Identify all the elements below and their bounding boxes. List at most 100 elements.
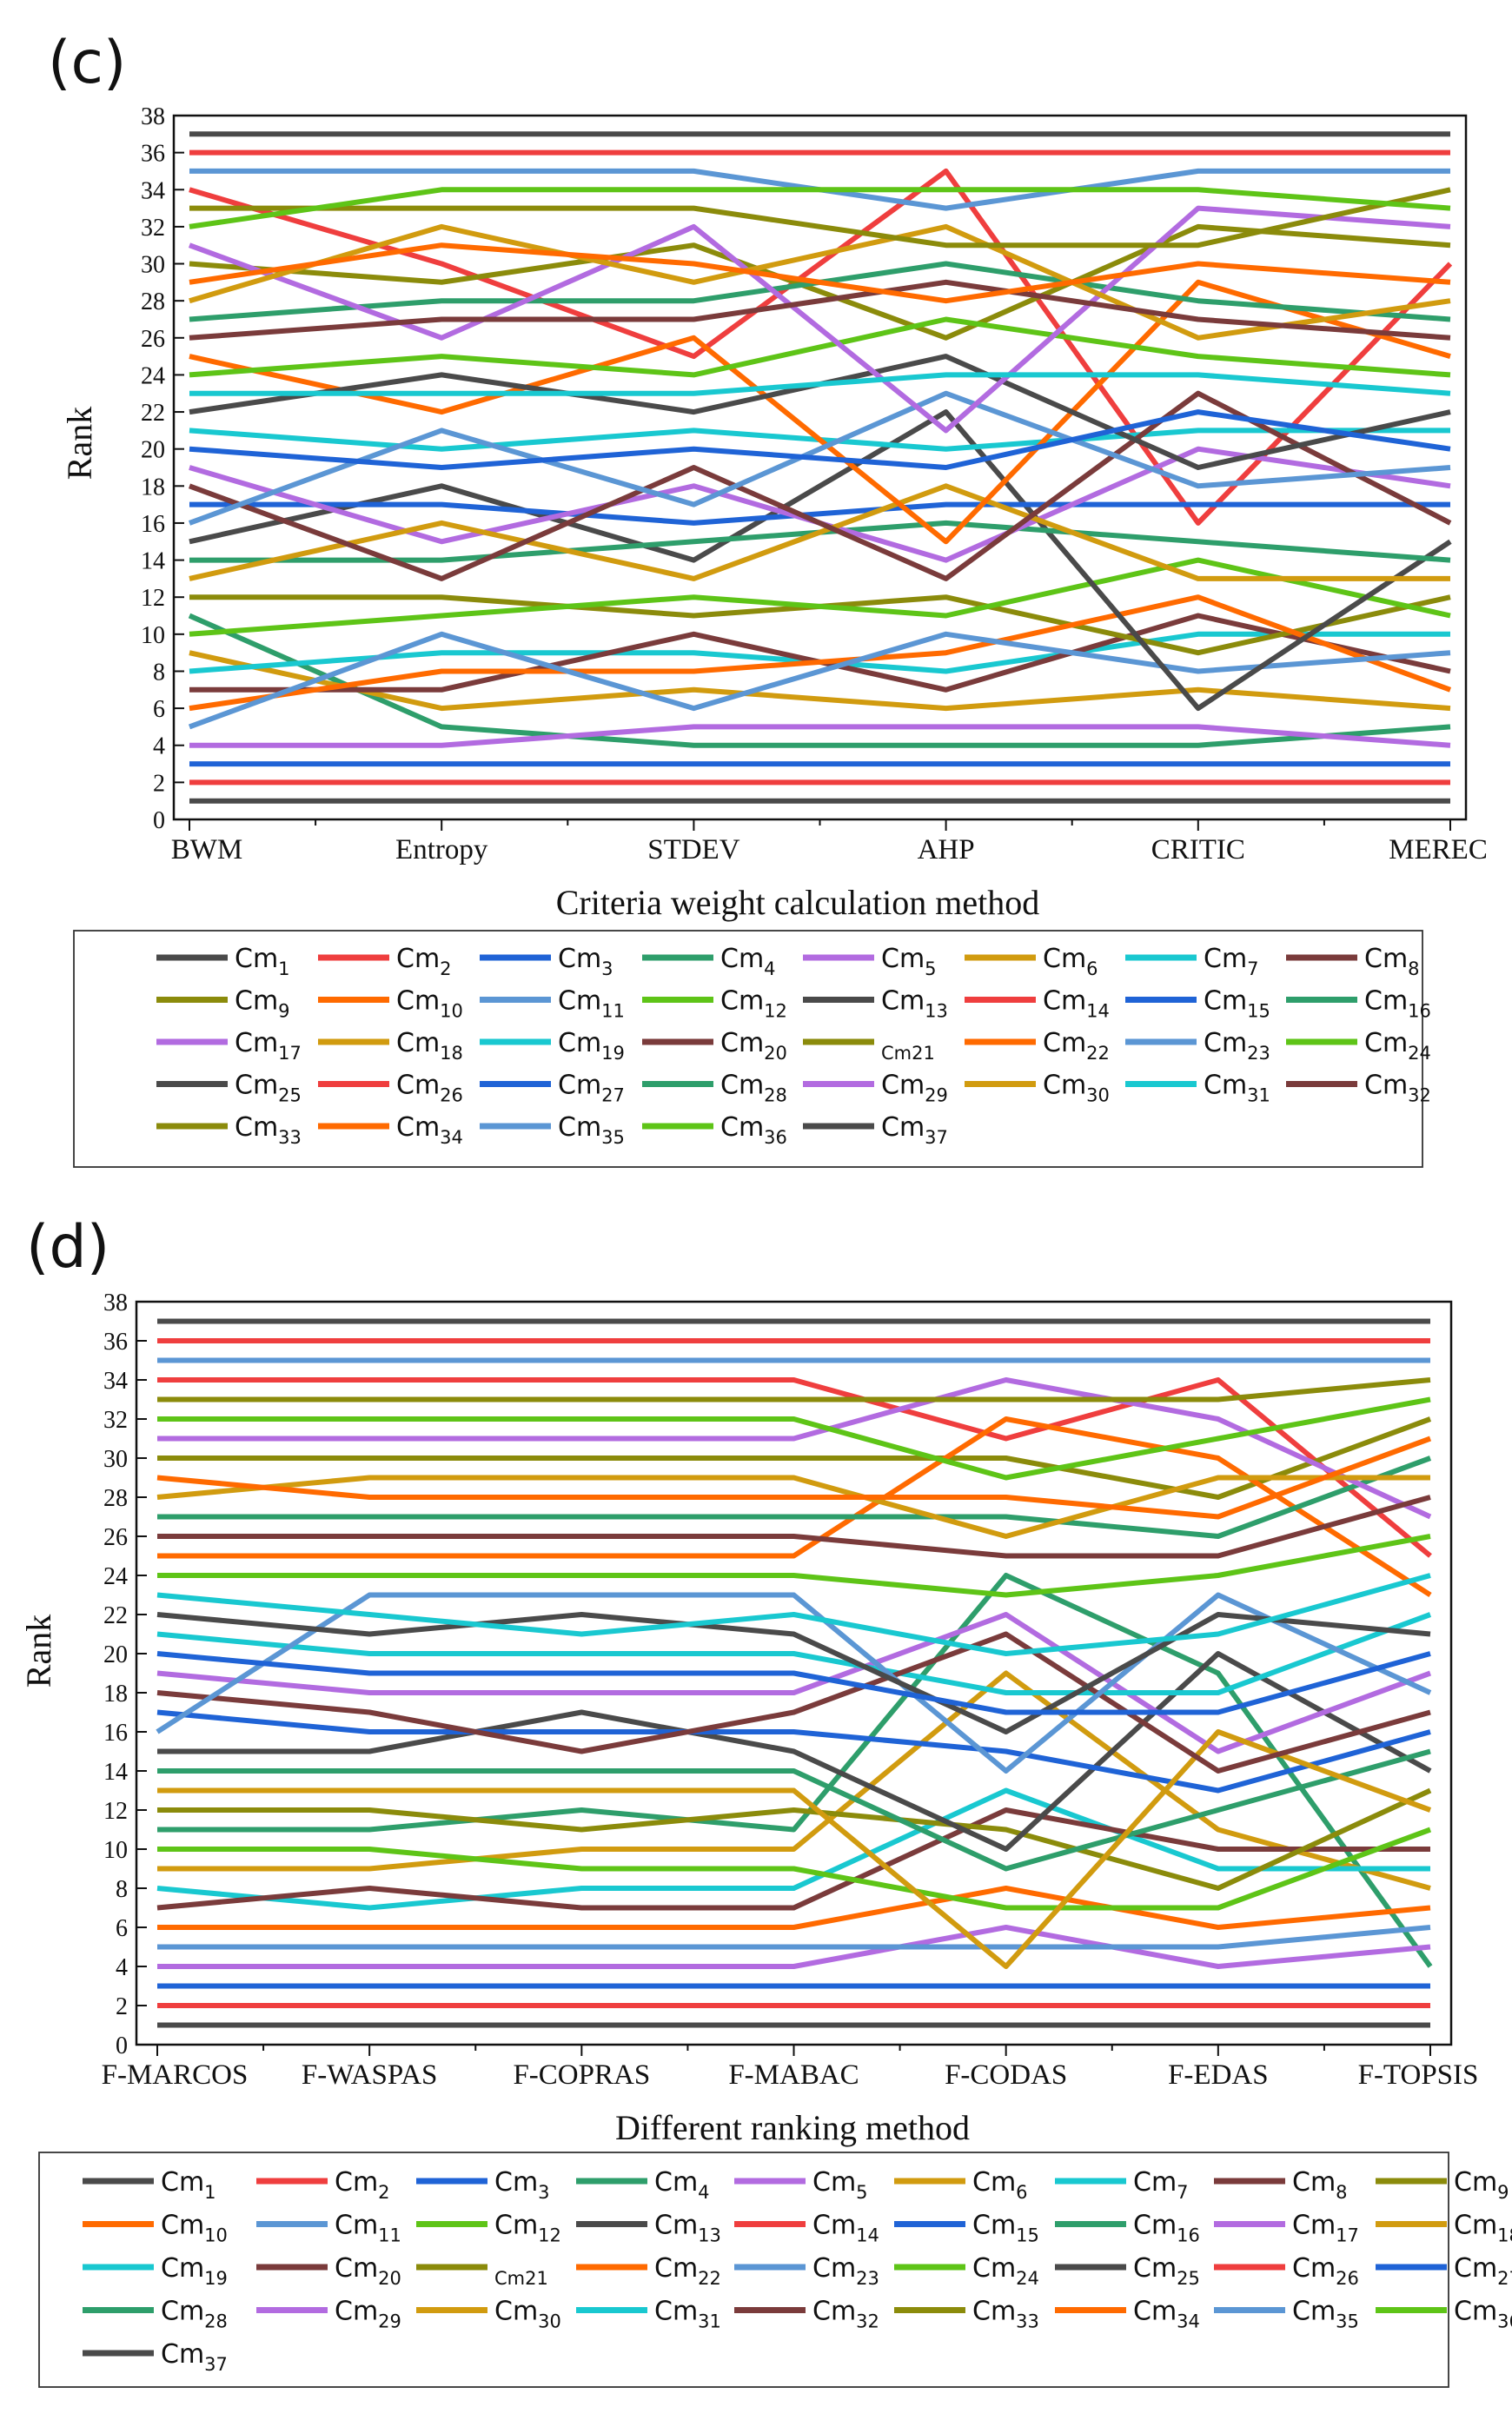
panel-d-legend-label: Cm13 bbox=[654, 2211, 721, 2246]
panel-d-legend-label: Cm10 bbox=[161, 2211, 228, 2246]
panel-c-y-tick-label: 32 bbox=[141, 215, 165, 242]
panel-d-legend-label: Cm2 bbox=[335, 2167, 390, 2203]
panel-c-chart: (c) 02468101214161820222426283032343638 … bbox=[48, 29, 1488, 1168]
panel-d-y-tick-label: 12 bbox=[103, 1798, 128, 1825]
panel-d-series-line-cm21 bbox=[157, 1416, 1432, 1500]
panel-d-x-axis-title: Different ranking method bbox=[615, 2108, 970, 2147]
panel-d-x-tick-label: F-WASPAS bbox=[302, 2059, 438, 2091]
panel-c-series-line-cm21 bbox=[189, 223, 1451, 341]
panel-c-series-line-cm13 bbox=[189, 409, 1452, 712]
panel-c-legend-label: Cm32 bbox=[1364, 1071, 1431, 1106]
panel-c-series-line-cm32 bbox=[189, 279, 1451, 341]
panel-c-x-ticks: BWM Entropy STDEV AHP CRITIC MEREC bbox=[171, 819, 1488, 865]
panel-c-series-line-cm30 bbox=[189, 223, 1451, 341]
panel-c-legend-label: Cm15 bbox=[1204, 986, 1270, 1022]
panel-c-series-line-cm20 bbox=[188, 390, 1452, 581]
panel-d-legend-label: Cm23 bbox=[812, 2253, 879, 2289]
panel-d-legend-label: Cm14 bbox=[812, 2211, 879, 2246]
panel-d-y-tick-label: 20 bbox=[103, 1641, 128, 1668]
panel-d-plot-frame bbox=[135, 1300, 1453, 2046]
panel-d-x-tick-label: F-CODAS bbox=[945, 2059, 1067, 2091]
panel-d-y-tick-label: 6 bbox=[116, 1915, 128, 1942]
panel-c-legend-label: Cm25 bbox=[235, 1071, 302, 1106]
panel-d-series-line-cm10 bbox=[157, 1886, 1431, 1930]
panel-d-legend-label: Cm35 bbox=[1292, 2297, 1359, 2332]
panel-c-legend-label: Cm12 bbox=[720, 986, 787, 1022]
panel-c-series-line-cm22 bbox=[189, 279, 1451, 545]
panel-c-series-line-cm31 bbox=[189, 372, 1451, 396]
panel-d-legend-label: Cm27 bbox=[1454, 2253, 1512, 2289]
panel-c-legend-label: Cm27 bbox=[558, 1071, 625, 1106]
panel-d-series-line-cm14 bbox=[157, 1377, 1432, 1558]
panel-c-legend-label: Cm14 bbox=[1043, 986, 1110, 1022]
panel-c-series bbox=[188, 131, 1453, 804]
panel-d-series-line-cm17 bbox=[156, 1612, 1432, 1754]
panel-d-series-line-cm16 bbox=[157, 1748, 1431, 1872]
panel-c-x-tick-label: CRITIC bbox=[1151, 834, 1245, 865]
panel-d-x-ticks: F-MARCOS F-WASPAS F-COPRAS F-MABAC F-CODAS F-… bbox=[102, 2045, 1479, 2091]
panel-c-y-tick-label: 12 bbox=[141, 585, 165, 612]
panel-d-series-line-cm11 bbox=[157, 1925, 1431, 1950]
panel-c-y-tick-label: 20 bbox=[141, 437, 165, 464]
panel-c-label: (c) bbox=[48, 29, 126, 97]
panel-c-legend-label: Cm8 bbox=[1364, 944, 1420, 979]
panel-c-legend-label: Cm2 bbox=[396, 944, 452, 979]
panel-c-series-line-cm24 bbox=[189, 316, 1451, 378]
panel-d-y-tick-label: 22 bbox=[103, 1602, 128, 1629]
panel-c-series-line-cm5 bbox=[189, 724, 1451, 748]
panel-c-legend-label: Cm17 bbox=[235, 1028, 302, 1064]
panel-c-x-tick-label: STDEV bbox=[647, 834, 740, 865]
panel-c-legend-label: Cm31 bbox=[1204, 1071, 1270, 1106]
panel-d-legend-label: Cm29 bbox=[335, 2297, 401, 2332]
panel-d-y-tick-label: 16 bbox=[103, 1720, 128, 1747]
panel-d-legend-label: Cm31 bbox=[654, 2297, 721, 2332]
panel-d-legend-label: Cm34 bbox=[1133, 2297, 1200, 2332]
panel-c-x-tick-label: Entropy bbox=[395, 834, 488, 865]
panel-c-series-line-cm10 bbox=[189, 594, 1452, 712]
panel-d-series bbox=[156, 1318, 1433, 2028]
panel-d-legend-frame bbox=[38, 2152, 1449, 2388]
panel-d-series-line-cm5 bbox=[157, 1925, 1431, 1969]
panel-c-legend-label: Cm7 bbox=[1204, 944, 1259, 979]
panel-d-y-tick-label: 0 bbox=[116, 2032, 128, 2059]
panel-c-x-tick-label: MEREC bbox=[1389, 834, 1488, 865]
panel-c-x-tick-label: AHP bbox=[918, 834, 975, 865]
panel-d-x-tick-label: F-MABAC bbox=[728, 2059, 859, 2091]
panel-d-legend-label: Cm5 bbox=[812, 2167, 868, 2203]
panel-c-legend-frame bbox=[73, 930, 1423, 1168]
panel-c-series-line-cm27 bbox=[189, 409, 1451, 470]
panel-d-series-line-cm36 bbox=[157, 1396, 1431, 1481]
panel-d-series-line-cm6 bbox=[157, 1670, 1431, 1891]
panel-c-legend-label: Cm13 bbox=[881, 986, 948, 1022]
panel-c-y-tick-label: 16 bbox=[141, 511, 165, 538]
panel-d-chart: (d) 02468101214161820222426283032343638 … bbox=[19, 1213, 1512, 2388]
panel-c-legend-label: Cm11 bbox=[558, 986, 625, 1022]
panel-d-legend-label: Cm26 bbox=[1292, 2253, 1359, 2289]
panel-c-legend-label: Cm30 bbox=[1043, 1071, 1110, 1106]
panel-d-y-tick-label: 30 bbox=[103, 1446, 128, 1473]
panel-c-y-tick-label: 8 bbox=[153, 659, 165, 686]
panel-d-legend-label: Cm9 bbox=[1454, 2167, 1509, 2203]
panel-d-x-tick-label: F-EDAS bbox=[1168, 2059, 1269, 2091]
panel-d-series-line-cm8 bbox=[156, 1807, 1430, 1911]
panel-d-series-line-cm29 bbox=[157, 1377, 1432, 1520]
panel-d-series-line-cm27 bbox=[156, 1651, 1431, 1715]
panel-d-y-axis-title: Rank bbox=[19, 1615, 58, 1688]
panel-d-legend-label: Cm33 bbox=[972, 2297, 1039, 2332]
panel-c-y-tick-label: 0 bbox=[153, 807, 165, 834]
panel-c-y-tick-label: 18 bbox=[141, 474, 165, 501]
panel-c-series-line-cm36 bbox=[189, 187, 1451, 229]
panel-d-y-tick-label: 32 bbox=[103, 1407, 128, 1434]
panel-d-series-line-cm31 bbox=[156, 1573, 1431, 1656]
panel-d-series-line-cm28 bbox=[157, 1456, 1432, 1539]
panel-c-legend-label: Cm24 bbox=[1364, 1028, 1431, 1064]
panel-c-series-line-cm11 bbox=[188, 631, 1451, 730]
panel-c-y-tick-label: 22 bbox=[141, 400, 165, 427]
panel-c-legend-label: Cm19 bbox=[558, 1028, 625, 1064]
panel-c-y-tick-label: 2 bbox=[153, 770, 165, 797]
panel-d-y-tick-label: 26 bbox=[103, 1524, 128, 1551]
panel-c-legend-label: Cm16 bbox=[1364, 986, 1431, 1022]
panel-d-x-tick-label: F-TOPSIS bbox=[1358, 2059, 1479, 2091]
